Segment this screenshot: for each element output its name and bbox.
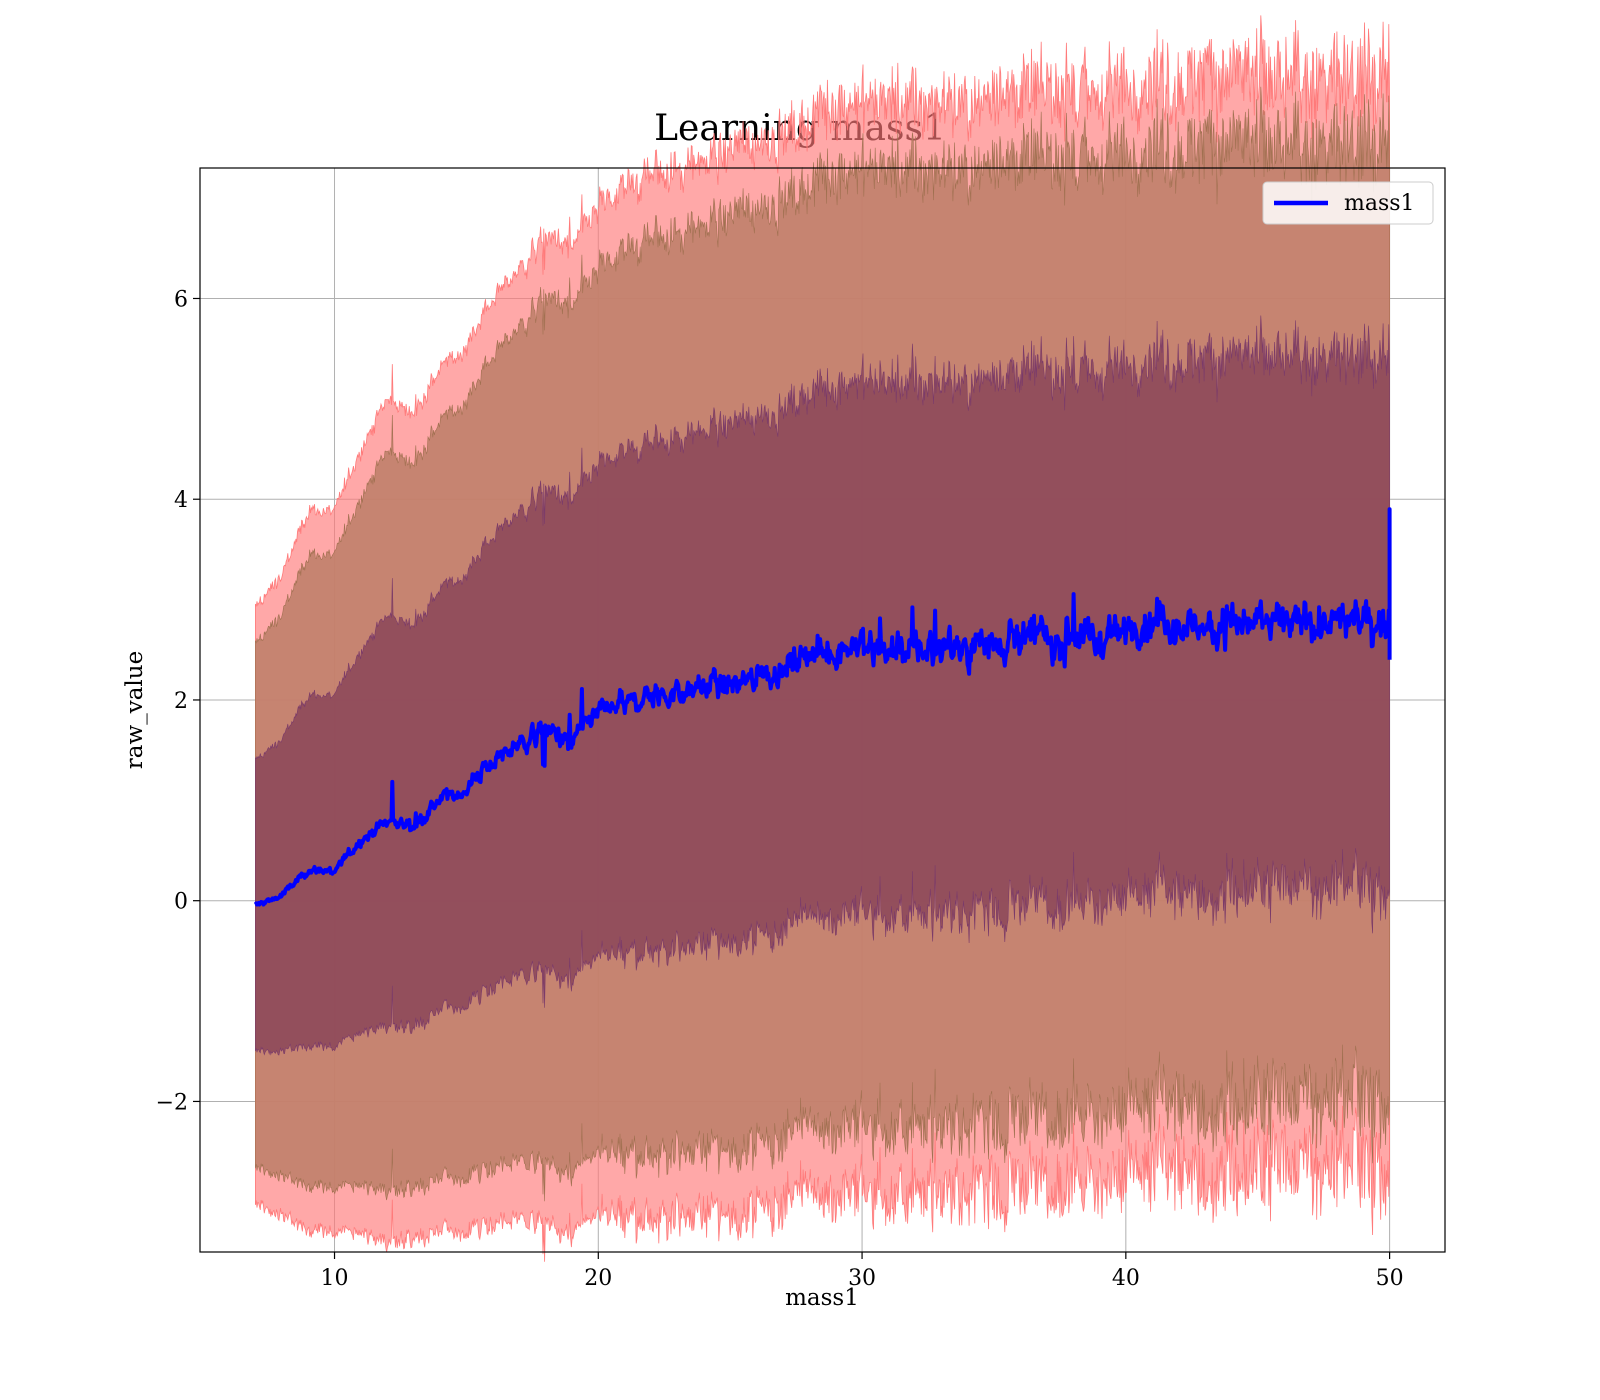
x-tick-label: 10 xyxy=(321,1266,349,1291)
axis-ticks: 10 20 30 40 50 −2 0 2 4 6 xyxy=(156,287,1404,1291)
legend-label-mass1: mass1 xyxy=(1344,191,1415,216)
y-tick-label: −2 xyxy=(156,1090,188,1115)
legend: mass1 xyxy=(1262,181,1434,225)
y-tick-label: 6 xyxy=(174,287,188,312)
series-lines xyxy=(253,507,1392,907)
x-axis-label: mass1 xyxy=(785,1285,859,1311)
confidence-bands xyxy=(255,15,1390,1262)
x-tick-label: 50 xyxy=(1376,1266,1404,1291)
x-tick-label: 40 xyxy=(1112,1266,1140,1291)
x-tick-label: 20 xyxy=(584,1266,612,1291)
y-tick-label: 0 xyxy=(174,890,188,915)
y-tick-label: 2 xyxy=(174,689,188,714)
legend-box xyxy=(1262,181,1434,225)
y-axis-label: raw_value xyxy=(122,651,148,769)
band-1sigma xyxy=(255,315,1390,1056)
y-tick-label: 4 xyxy=(174,488,188,513)
x-tick-label: 30 xyxy=(848,1266,876,1291)
plot-area xyxy=(199,167,1446,1253)
series-line-mass1 xyxy=(253,507,1392,907)
